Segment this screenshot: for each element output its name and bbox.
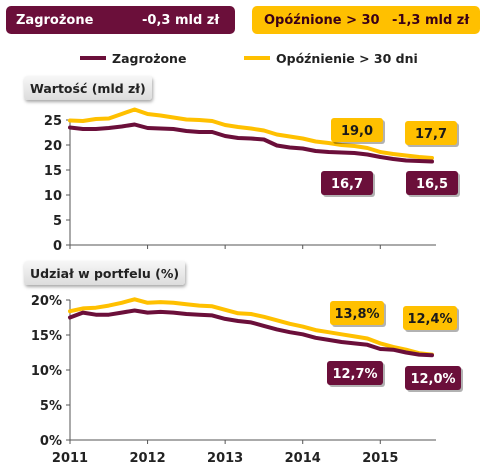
data-label-box [330, 301, 384, 325]
x-tick-label: 2013 [207, 451, 243, 466]
y-tick-label: 5 [53, 214, 62, 229]
zagrozone-badge-label: Zagrożone [16, 12, 94, 28]
y-tick-label: 10% [31, 364, 62, 379]
y-tick-label: 15% [31, 329, 62, 344]
y-tick-label: 20 [44, 139, 62, 154]
opoznione-change-badge: Opóźnione > 30 -1,3 mld zł [252, 6, 480, 34]
x-tick-label: 2015 [362, 451, 398, 466]
data-label-text: 19,0 [341, 124, 373, 139]
data-label-0: 13,8% [330, 301, 386, 327]
y-tick-label: 0% [40, 434, 62, 449]
data-label-text: 12,7% [332, 367, 377, 382]
data-label-text: 16,7 [331, 177, 363, 192]
data-label-box [321, 171, 373, 195]
data-label-2: 12,7% [327, 361, 385, 387]
data-label-text: 12,0% [410, 372, 455, 387]
data-label-3: 12,0% [405, 366, 463, 392]
opoznione-badge-value: -1,3 mld zł [392, 12, 470, 28]
opoznione-badge-label: Opóźnione > 30 [264, 12, 380, 28]
data-label-text: 17,7 [415, 127, 447, 142]
series-line-zagrozone [68, 308, 434, 358]
value-chart-title: Wartość (mld zł) [24, 76, 152, 100]
data-label-text: 13,8% [334, 307, 379, 322]
zagrozone-change-badge: Zagrożone -0,3 mld zł [6, 6, 235, 34]
y-tick-label: 15 [44, 164, 62, 179]
series-line-opoznienie [68, 297, 434, 357]
share-chart: 0% 5% 10% 15% 20% 2011 2012 2013 2014 2015 13,8% 12… [31, 294, 463, 466]
legend: Zagrożone Opóźnienie > 30 dni [80, 51, 418, 66]
data-label-box [403, 306, 457, 330]
data-label-box [331, 118, 383, 142]
data-label-box [327, 361, 383, 385]
data-label-box [405, 366, 461, 390]
data-label-box [406, 171, 458, 195]
data-label-3: 16,5 [406, 171, 460, 197]
y-tick-label: 5% [40, 399, 62, 414]
x-tick-label: 2014 [285, 451, 321, 466]
share-chart-title: Udział w portfelu (%) [24, 261, 186, 285]
legend-label-0: Zagrożone [112, 51, 186, 66]
x-tick-label: 2011 [52, 451, 88, 466]
y-tick-label: 0 [53, 239, 62, 254]
data-label-box [405, 121, 457, 145]
data-label-2: 16,7 [321, 171, 375, 197]
y-tick-label: 25 [44, 114, 62, 129]
data-label-text: 12,4% [407, 312, 452, 327]
value-chart: 0 5 10 15 20 25 19,0 17,7 16,7 16,5 [44, 107, 460, 254]
data-label-0: 19,0 [331, 118, 385, 144]
y-tick-label: 10 [44, 189, 62, 204]
data-label-1: 17,7 [405, 121, 459, 147]
y-tick-label: 20% [31, 294, 62, 309]
zagrozone-badge-value: -0,3 mld zł [142, 12, 220, 28]
series-line-zagrozone [68, 122, 434, 164]
x-tick-label: 2012 [129, 451, 165, 466]
data-label-1: 12,4% [403, 306, 459, 332]
data-label-text: 16,5 [416, 177, 448, 192]
series-line-opoznienie [68, 107, 434, 160]
legend-label-1: Opóźnienie > 30 dni [276, 51, 418, 66]
